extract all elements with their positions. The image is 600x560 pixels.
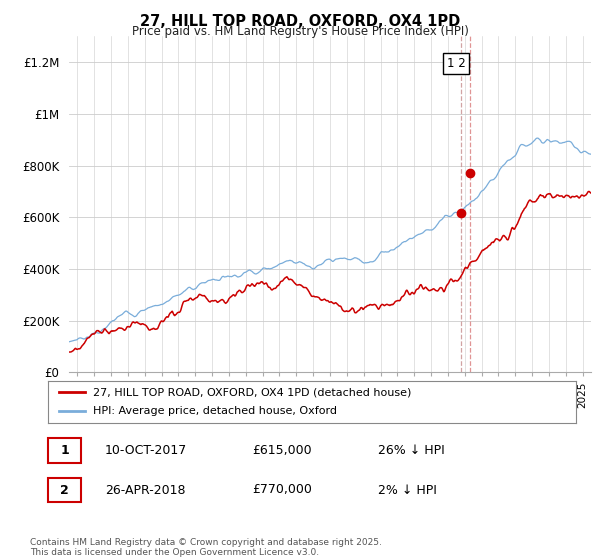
Text: 2% ↓ HPI: 2% ↓ HPI <box>378 483 437 497</box>
Text: 1 2: 1 2 <box>446 57 466 70</box>
Text: Price paid vs. HM Land Registry's House Price Index (HPI): Price paid vs. HM Land Registry's House … <box>131 25 469 38</box>
Text: 1: 1 <box>60 444 69 458</box>
Text: Contains HM Land Registry data © Crown copyright and database right 2025.
This d: Contains HM Land Registry data © Crown c… <box>30 538 382 557</box>
Text: £615,000: £615,000 <box>252 444 311 458</box>
Text: 26-APR-2018: 26-APR-2018 <box>105 483 185 497</box>
Text: 10-OCT-2017: 10-OCT-2017 <box>105 444 187 458</box>
Text: 2: 2 <box>60 483 69 497</box>
Text: 27, HILL TOP ROAD, OXFORD, OX4 1PD: 27, HILL TOP ROAD, OXFORD, OX4 1PD <box>140 14 460 29</box>
Text: £770,000: £770,000 <box>252 483 312 497</box>
Text: 26% ↓ HPI: 26% ↓ HPI <box>378 444 445 458</box>
Text: 27, HILL TOP ROAD, OXFORD, OX4 1PD (detached house): 27, HILL TOP ROAD, OXFORD, OX4 1PD (deta… <box>93 387 411 397</box>
Text: HPI: Average price, detached house, Oxford: HPI: Average price, detached house, Oxfo… <box>93 407 337 417</box>
